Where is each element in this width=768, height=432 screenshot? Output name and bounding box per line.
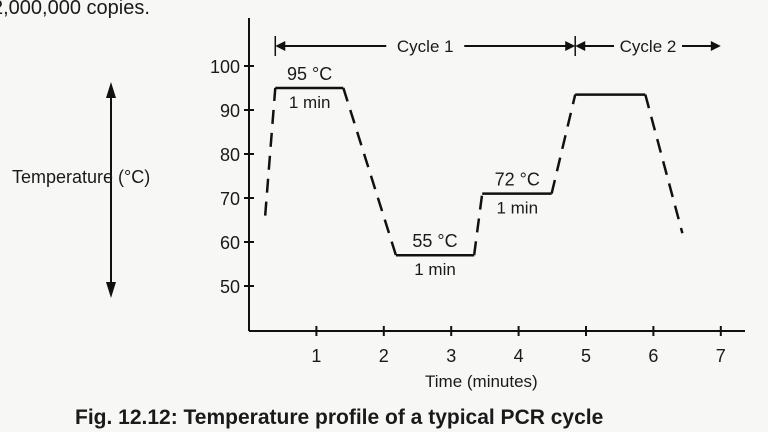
arrowhead-right <box>565 41 576 51</box>
ramp-segment <box>342 87 398 256</box>
cycle-label: Cycle 1 <box>397 37 454 56</box>
ramp-segment <box>644 94 684 234</box>
duration-label: 1 min <box>289 93 331 112</box>
x-axis-label: Time (minutes) <box>425 372 538 391</box>
x-tick-label: 5 <box>581 346 591 366</box>
temperature-label: 55 °C <box>412 231 457 251</box>
y-tick-label: 50 <box>220 277 240 297</box>
x-tick-label: 7 <box>716 346 726 366</box>
ramp-segment <box>472 193 484 256</box>
cycle-label: Cycle 2 <box>620 37 677 56</box>
duration-label: 1 min <box>496 199 538 218</box>
x-tick-label: 2 <box>379 346 389 366</box>
ylabel-arrow-down <box>106 282 116 298</box>
y-axis-label: Temperature (°C) <box>12 167 150 187</box>
y-tick-label: 80 <box>220 145 240 165</box>
y-tick-label: 100 <box>210 57 240 77</box>
y-tick-label: 60 <box>220 233 240 253</box>
arrowhead-left <box>275 41 286 51</box>
header-fragment: 2,000,000 copies. <box>0 0 150 19</box>
x-tick-label: 1 <box>311 346 321 366</box>
x-tick-label: 4 <box>514 346 524 366</box>
ylabel-arrow-up <box>106 82 116 98</box>
y-tick-label: 90 <box>220 101 240 121</box>
ramp-segment <box>263 87 277 216</box>
temperature-label: 95 °C <box>287 64 332 84</box>
y-tick-label: 70 <box>220 189 240 209</box>
duration-label: 1 min <box>414 260 456 279</box>
figure-caption: Fig. 12.12: Temperature profile of a typ… <box>75 406 603 429</box>
temperature-label: 72 °C <box>495 170 540 190</box>
ramp-segment <box>550 94 577 194</box>
x-tick-label: 3 <box>446 346 456 366</box>
x-tick-label: 6 <box>648 346 658 366</box>
arrowhead-left <box>575 41 586 51</box>
arrowhead-right <box>710 41 721 51</box>
